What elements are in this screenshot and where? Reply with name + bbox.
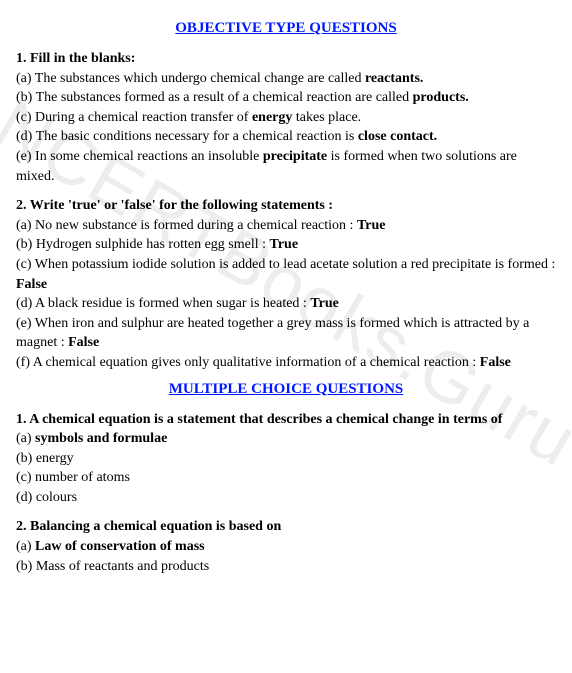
q2-e: (e) When iron and sulphur are heated tog… (16, 314, 556, 353)
q1-a-pre: (a) The substances which undergo chemica… (16, 71, 365, 86)
q2-a-pre: (a) No new substance is formed during a … (16, 218, 357, 233)
q1-e-bold: precipitate (263, 149, 327, 164)
mcq1-d: (d) colours (16, 488, 556, 508)
q1-title: 1. Fill in the blanks: (16, 49, 556, 69)
mcq2-title: 2. Balancing a chemical equation is base… (16, 517, 556, 537)
q2-f-bold: False (480, 355, 511, 370)
q2-a: (a) No new substance is formed during a … (16, 216, 556, 236)
q1-b: (b) The substances formed as a result of… (16, 88, 556, 108)
q1-d-bold: close contact. (358, 129, 437, 144)
mcq2-a-pre: (a) (16, 539, 35, 554)
q1-e-pre: (e) In some chemical reactions an insolu… (16, 149, 263, 164)
q2-title: 2. Write 'true' or 'false' for the follo… (16, 196, 556, 216)
q2-b-bold: True (270, 237, 299, 252)
q2-c-bold: False (16, 277, 47, 292)
q2-f-pre: (f) A chemical equation gives only quali… (16, 355, 480, 370)
q1-b-pre: (b) The substances formed as a result of… (16, 90, 413, 105)
mcq1-a: (a) symbols and formulae (16, 429, 556, 449)
q1-d: (d) The basic conditions necessary for a… (16, 127, 556, 147)
q1-b-bold: products. (413, 90, 469, 105)
mcq1-c: (c) number of atoms (16, 468, 556, 488)
mcq1-a-bold: symbols and formulae (35, 431, 167, 446)
q2-f: (f) A chemical equation gives only quali… (16, 353, 556, 373)
q1-e: (e) In some chemical reactions an insolu… (16, 147, 556, 186)
mcq1-b: (b) energy (16, 449, 556, 469)
q1-c-pre: (c) During a chemical reaction transfer … (16, 110, 252, 125)
q1-c-bold: energy (252, 110, 292, 125)
mcq2-a: (a) Law of conservation of mass (16, 537, 556, 557)
section-heading-objective: OBJECTIVE TYPE QUESTIONS (16, 18, 556, 39)
mcq1-a-pre: (a) (16, 431, 35, 446)
q2-e-bold: False (68, 335, 99, 350)
document-content: OBJECTIVE TYPE QUESTIONS 1. Fill in the … (16, 18, 556, 576)
mcq2-b: (b) Mass of reactants and products (16, 557, 556, 577)
q2-b-pre: (b) Hydrogen sulphide has rotten egg sme… (16, 237, 270, 252)
q2-d-pre: (d) A black residue is formed when sugar… (16, 296, 310, 311)
mcq1-title: 1. A chemical equation is a statement th… (16, 410, 556, 430)
q2-b: (b) Hydrogen sulphide has rotten egg sme… (16, 235, 556, 255)
mcq2-a-bold: Law of conservation of mass (35, 539, 205, 554)
q2-c: (c) When potassium iodide solution is ad… (16, 255, 556, 294)
q2-d-bold: True (310, 296, 339, 311)
q2-d: (d) A black residue is formed when sugar… (16, 294, 556, 314)
q1-d-pre: (d) The basic conditions necessary for a… (16, 129, 358, 144)
q1-c: (c) During a chemical reaction transfer … (16, 108, 556, 128)
q2-c-pre: (c) When potassium iodide solution is ad… (16, 257, 555, 272)
q1-a: (a) The substances which undergo chemica… (16, 69, 556, 89)
section-heading-mcq: MULTIPLE CHOICE QUESTIONS (16, 379, 556, 400)
q1-c-post: takes place. (292, 110, 361, 125)
q2-a-bold: True (357, 218, 386, 233)
q1-a-bold: reactants. (365, 71, 423, 86)
